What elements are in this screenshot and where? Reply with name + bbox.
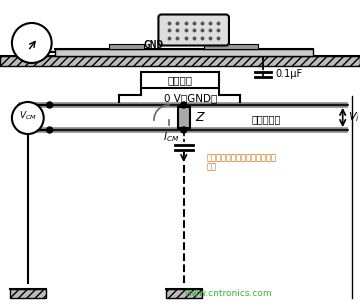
Bar: [141, 72, 219, 88]
Circle shape: [47, 127, 52, 133]
Circle shape: [12, 102, 44, 134]
Text: 等效电路: 等效电路: [167, 75, 192, 85]
Text: 印制线与参考接地板之间的寄生: 印制线与参考接地板之间的寄生: [207, 153, 277, 162]
Text: 0.1μF: 0.1μF: [275, 69, 302, 79]
Text: 0 V（GND）: 0 V（GND）: [164, 93, 217, 103]
Circle shape: [181, 102, 187, 108]
Text: www.cntronics.com: www.cntronics.com: [185, 289, 272, 298]
Bar: [178, 107, 190, 128]
Bar: [10, 289, 46, 298]
Text: $V_i$: $V_i$: [348, 111, 359, 124]
FancyBboxPatch shape: [159, 14, 229, 46]
Circle shape: [47, 102, 52, 108]
Text: 被干扰的线: 被干扰的线: [252, 114, 281, 124]
Bar: [55, 49, 313, 56]
Circle shape: [181, 127, 187, 133]
Text: $I_{CM}$: $I_{CM}$: [163, 130, 179, 144]
Bar: [204, 44, 258, 49]
Text: 电容: 电容: [207, 162, 216, 171]
Text: Z: Z: [196, 111, 204, 124]
Text: $V_{CM}$: $V_{CM}$: [19, 110, 37, 122]
Circle shape: [12, 23, 52, 63]
Text: GND: GND: [144, 40, 164, 50]
Bar: [166, 289, 202, 298]
Bar: [0, 56, 359, 66]
Bar: [109, 44, 144, 49]
